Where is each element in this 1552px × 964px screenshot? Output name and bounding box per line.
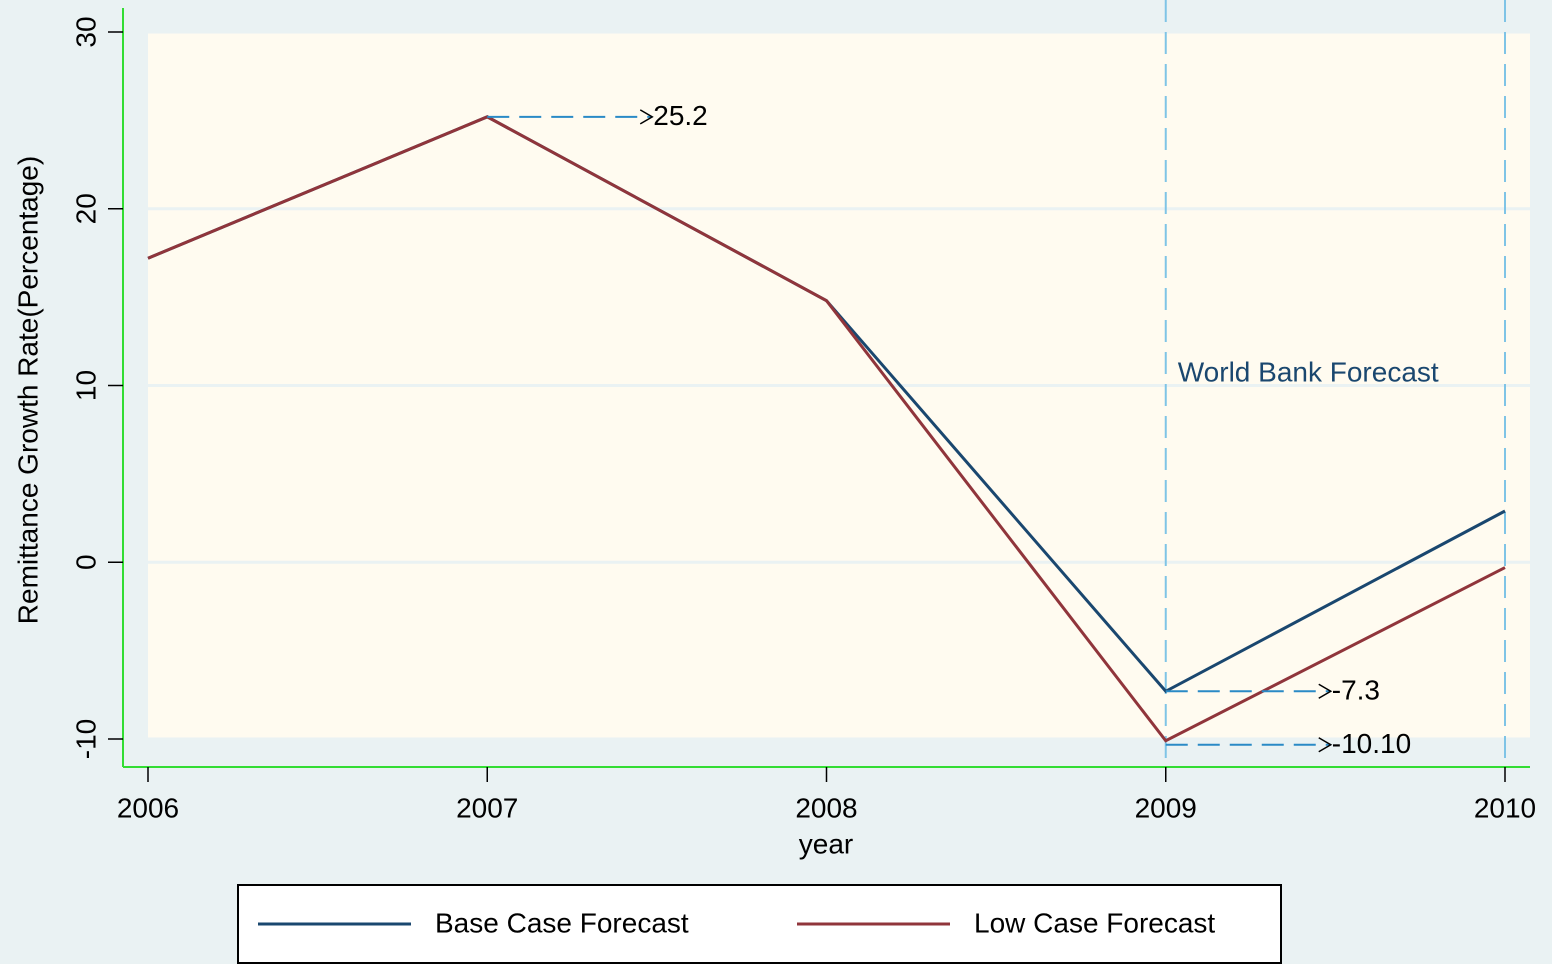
y-tick-label: -10 [70,719,101,759]
x-tick-label: 2006 [117,792,179,823]
y-tick-label: 20 [70,193,101,224]
x-tick-label: 2008 [795,792,857,823]
x-axis-title: year [799,828,853,859]
y-tick-label: 30 [70,16,101,47]
arrow-head [1318,737,1333,753]
x-tick-label: 2009 [1135,792,1197,823]
series-line [147,115,1506,743]
legend-label: Base Case Forecast [435,907,689,938]
annotation: -7.3 [1332,675,1380,706]
arrow-head [639,109,654,125]
y-tick-label: 0 [70,554,101,570]
legend [237,884,1282,964]
annotation: World Bank Forecast [1178,356,1439,387]
annotation: -10.10 [1332,728,1411,759]
x-tick-label: 2010 [1474,792,1536,823]
annotation: 25.2 [653,100,708,131]
legend-label: Low Case Forecast [974,907,1215,938]
x-tick-label: 2007 [456,792,518,823]
arrow-head [1318,683,1333,699]
y-tick-label: 10 [70,370,101,401]
y-axis-title: Remittance Growth Rate(Percentage) [12,156,43,624]
